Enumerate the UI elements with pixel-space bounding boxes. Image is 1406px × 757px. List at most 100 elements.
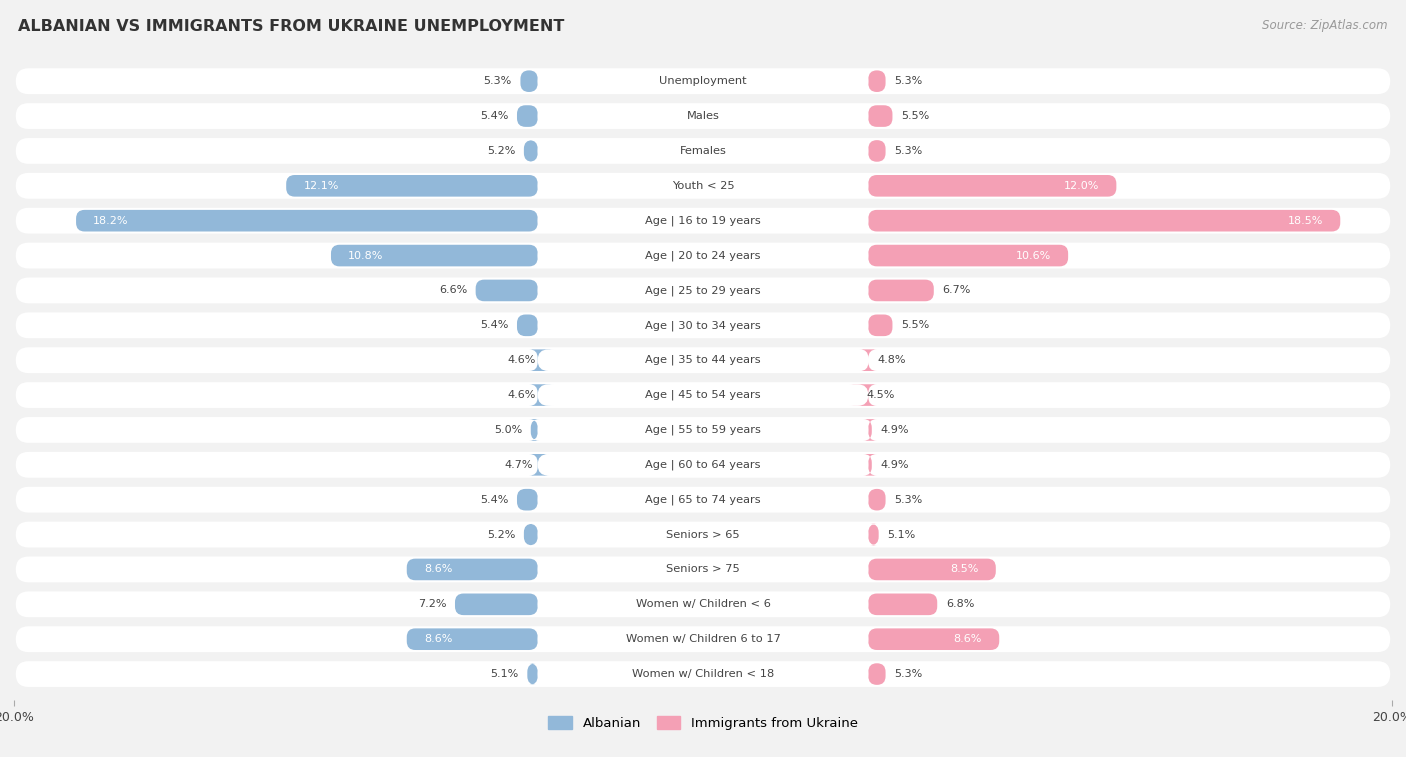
Text: 5.3%: 5.3%: [894, 146, 922, 156]
FancyBboxPatch shape: [537, 454, 869, 475]
FancyBboxPatch shape: [529, 454, 550, 475]
Text: 5.2%: 5.2%: [486, 146, 515, 156]
FancyBboxPatch shape: [520, 70, 537, 92]
Text: 4.6%: 4.6%: [508, 390, 536, 400]
Text: Women w/ Children < 6: Women w/ Children < 6: [636, 600, 770, 609]
Text: 5.1%: 5.1%: [491, 669, 519, 679]
Text: 18.5%: 18.5%: [1288, 216, 1323, 226]
Text: 5.3%: 5.3%: [894, 76, 922, 86]
FancyBboxPatch shape: [15, 522, 1391, 547]
FancyBboxPatch shape: [15, 417, 1391, 443]
FancyBboxPatch shape: [15, 382, 1391, 408]
FancyBboxPatch shape: [537, 314, 869, 336]
FancyBboxPatch shape: [869, 524, 879, 545]
FancyBboxPatch shape: [869, 314, 893, 336]
Text: Age | 65 to 74 years: Age | 65 to 74 years: [645, 494, 761, 505]
FancyBboxPatch shape: [537, 489, 869, 510]
Text: 6.8%: 6.8%: [946, 600, 974, 609]
FancyBboxPatch shape: [863, 454, 877, 475]
FancyBboxPatch shape: [529, 419, 540, 441]
Text: Age | 60 to 64 years: Age | 60 to 64 years: [645, 459, 761, 470]
FancyBboxPatch shape: [15, 207, 1391, 234]
FancyBboxPatch shape: [529, 350, 553, 371]
Text: 6.6%: 6.6%: [439, 285, 467, 295]
Text: ALBANIAN VS IMMIGRANTS FROM UKRAINE UNEMPLOYMENT: ALBANIAN VS IMMIGRANTS FROM UKRAINE UNEM…: [18, 19, 565, 34]
FancyBboxPatch shape: [869, 628, 1000, 650]
FancyBboxPatch shape: [869, 175, 1116, 197]
Text: 5.1%: 5.1%: [887, 530, 915, 540]
Text: Youth < 25: Youth < 25: [672, 181, 734, 191]
FancyBboxPatch shape: [537, 245, 869, 266]
Text: 8.6%: 8.6%: [425, 565, 453, 575]
Text: 5.5%: 5.5%: [901, 320, 929, 330]
Text: 4.8%: 4.8%: [877, 355, 905, 365]
Text: Age | 35 to 44 years: Age | 35 to 44 years: [645, 355, 761, 366]
Text: Source: ZipAtlas.com: Source: ZipAtlas.com: [1263, 19, 1388, 32]
FancyBboxPatch shape: [517, 105, 537, 127]
FancyBboxPatch shape: [529, 385, 553, 406]
FancyBboxPatch shape: [287, 175, 537, 197]
Text: 6.7%: 6.7%: [942, 285, 970, 295]
FancyBboxPatch shape: [406, 559, 537, 581]
FancyBboxPatch shape: [330, 245, 537, 266]
Text: 7.2%: 7.2%: [418, 600, 446, 609]
FancyBboxPatch shape: [537, 140, 869, 162]
Text: Age | 16 to 19 years: Age | 16 to 19 years: [645, 216, 761, 226]
FancyBboxPatch shape: [15, 626, 1391, 652]
FancyBboxPatch shape: [537, 210, 869, 232]
FancyBboxPatch shape: [15, 278, 1391, 304]
FancyBboxPatch shape: [537, 628, 869, 650]
Text: Seniors > 75: Seniors > 75: [666, 565, 740, 575]
FancyBboxPatch shape: [849, 385, 877, 406]
Text: 5.4%: 5.4%: [479, 111, 509, 121]
FancyBboxPatch shape: [537, 70, 869, 92]
FancyBboxPatch shape: [15, 243, 1391, 269]
FancyBboxPatch shape: [15, 556, 1391, 582]
FancyBboxPatch shape: [527, 663, 537, 685]
FancyBboxPatch shape: [537, 279, 869, 301]
Text: 8.5%: 8.5%: [950, 565, 979, 575]
Text: 12.1%: 12.1%: [304, 181, 339, 191]
Text: Women w/ Children < 18: Women w/ Children < 18: [631, 669, 775, 679]
FancyBboxPatch shape: [15, 68, 1391, 94]
Text: Women w/ Children 6 to 17: Women w/ Children 6 to 17: [626, 634, 780, 644]
Text: 5.4%: 5.4%: [479, 320, 509, 330]
Text: 4.9%: 4.9%: [880, 425, 908, 435]
Text: 8.6%: 8.6%: [425, 634, 453, 644]
Text: 5.3%: 5.3%: [484, 76, 512, 86]
FancyBboxPatch shape: [15, 452, 1391, 478]
FancyBboxPatch shape: [15, 173, 1391, 199]
Text: 5.0%: 5.0%: [494, 425, 522, 435]
FancyBboxPatch shape: [15, 591, 1391, 617]
FancyBboxPatch shape: [869, 210, 1340, 232]
Text: 10.6%: 10.6%: [1015, 251, 1050, 260]
FancyBboxPatch shape: [475, 279, 537, 301]
Text: 12.0%: 12.0%: [1064, 181, 1099, 191]
Text: Age | 55 to 59 years: Age | 55 to 59 years: [645, 425, 761, 435]
FancyBboxPatch shape: [869, 105, 893, 127]
Text: 5.3%: 5.3%: [894, 494, 922, 505]
Text: Age | 45 to 54 years: Age | 45 to 54 years: [645, 390, 761, 400]
FancyBboxPatch shape: [537, 419, 869, 441]
Legend: Albanian, Immigrants from Ukraine: Albanian, Immigrants from Ukraine: [543, 711, 863, 736]
FancyBboxPatch shape: [517, 489, 537, 510]
FancyBboxPatch shape: [15, 313, 1391, 338]
FancyBboxPatch shape: [15, 487, 1391, 512]
FancyBboxPatch shape: [517, 314, 537, 336]
FancyBboxPatch shape: [537, 559, 869, 581]
FancyBboxPatch shape: [456, 593, 537, 615]
FancyBboxPatch shape: [15, 103, 1391, 129]
Text: 10.8%: 10.8%: [349, 251, 384, 260]
Text: 4.6%: 4.6%: [508, 355, 536, 365]
FancyBboxPatch shape: [406, 628, 537, 650]
FancyBboxPatch shape: [869, 559, 995, 581]
FancyBboxPatch shape: [869, 70, 886, 92]
FancyBboxPatch shape: [869, 489, 886, 510]
FancyBboxPatch shape: [869, 140, 886, 162]
Text: 4.7%: 4.7%: [503, 459, 533, 470]
FancyBboxPatch shape: [537, 350, 869, 371]
FancyBboxPatch shape: [860, 350, 877, 371]
Text: Seniors > 65: Seniors > 65: [666, 530, 740, 540]
FancyBboxPatch shape: [537, 175, 869, 197]
Text: Males: Males: [686, 111, 720, 121]
